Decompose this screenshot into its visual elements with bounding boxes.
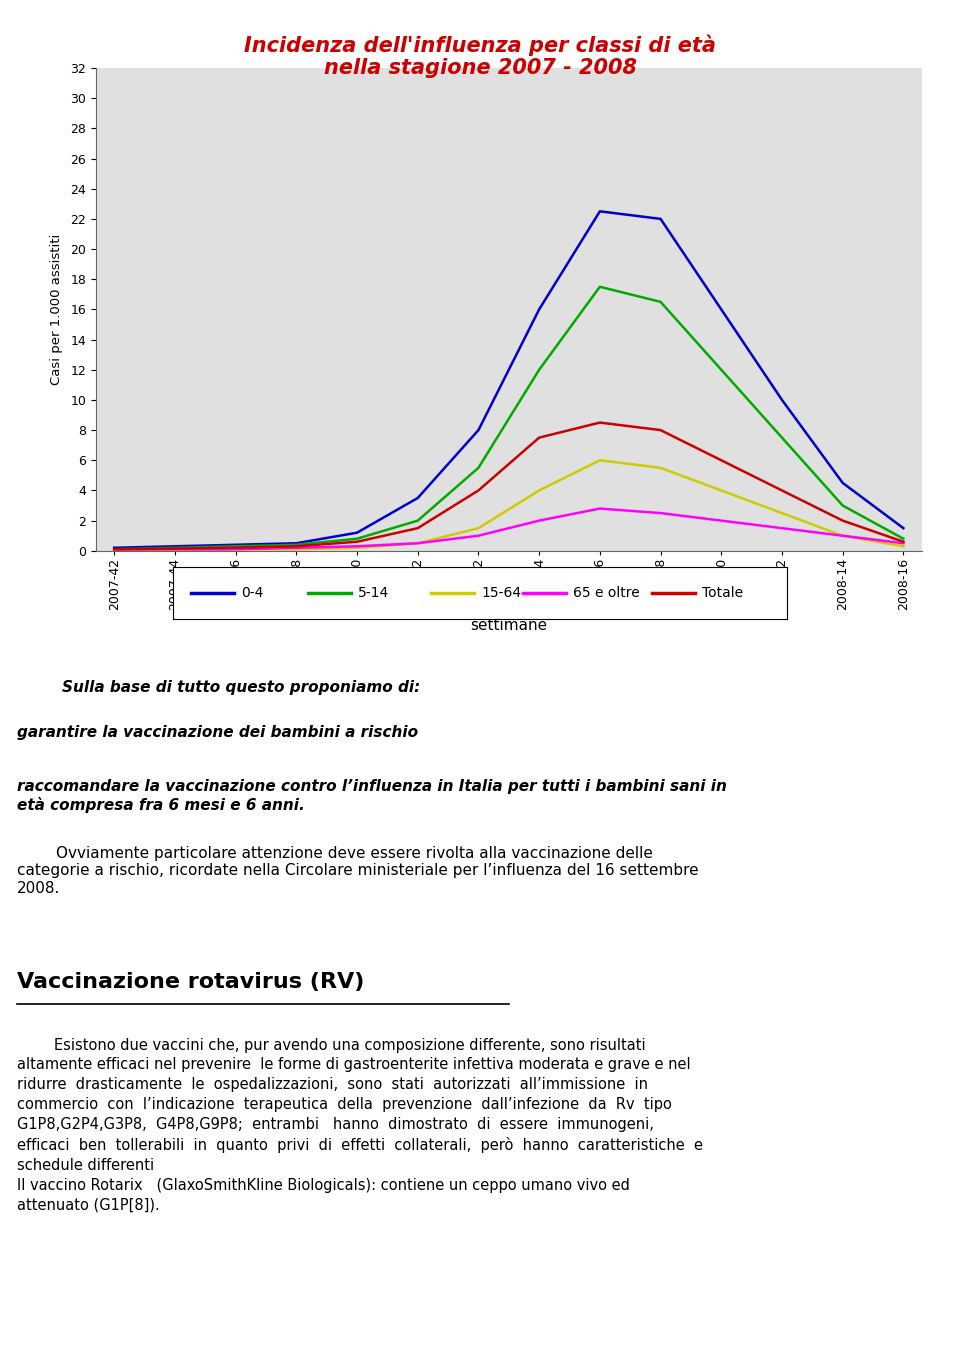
Text: Totale: Totale bbox=[703, 586, 744, 600]
Text: 15-64: 15-64 bbox=[481, 586, 521, 600]
Text: Vaccinazione rotavirus (RV): Vaccinazione rotavirus (RV) bbox=[17, 972, 365, 993]
Text: garantire la vaccinazione dei bambini a rischio: garantire la vaccinazione dei bambini a … bbox=[17, 725, 419, 740]
Text: 0-4: 0-4 bbox=[242, 586, 264, 600]
Text: 65 e oltre: 65 e oltre bbox=[573, 586, 640, 600]
Text: Sulla base di tutto questo proponiamo di:: Sulla base di tutto questo proponiamo di… bbox=[62, 680, 420, 695]
Text: 5-14: 5-14 bbox=[358, 586, 390, 600]
Text: Incidenza dell'influenza per classi di età: Incidenza dell'influenza per classi di e… bbox=[244, 34, 716, 56]
Text: raccomandare la vaccinazione contro l’influenza in Italia per tutti i bambini sa: raccomandare la vaccinazione contro l’in… bbox=[17, 779, 727, 813]
X-axis label: settimane: settimane bbox=[470, 619, 547, 634]
Text: nella stagione 2007 - 2008: nella stagione 2007 - 2008 bbox=[324, 58, 636, 79]
Text: Esistono due vaccini che, pur avendo una composizione differente, sono risultati: Esistono due vaccini che, pur avendo una… bbox=[17, 1038, 704, 1213]
Y-axis label: Casi per 1.000 assistiti: Casi per 1.000 assistiti bbox=[51, 234, 63, 385]
Text: Ovviamente particolare attenzione deve essere rivolta alla vaccinazione delle
ca: Ovviamente particolare attenzione deve e… bbox=[17, 846, 699, 896]
